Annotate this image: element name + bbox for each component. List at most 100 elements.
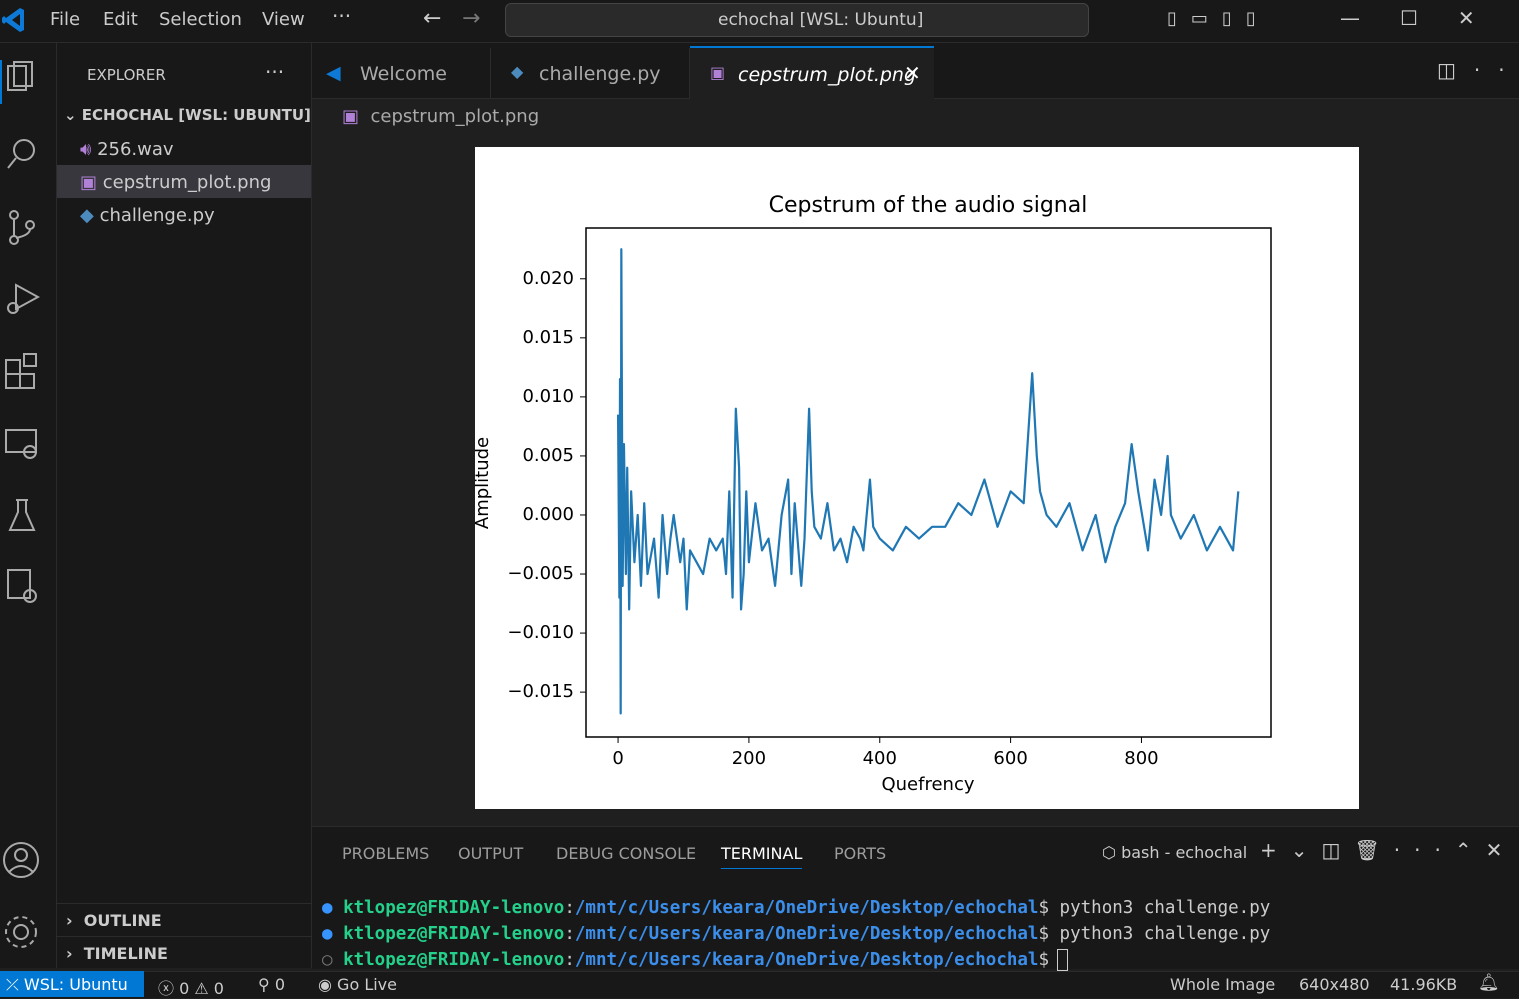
panel-tab[interactable]: DEBUG CONSOLE — [556, 844, 697, 863]
file-size: 41.96KB — [1390, 975, 1458, 994]
chart-title: Cepstrum of the audio signal — [769, 193, 1088, 218]
tab[interactable]: ◀ Welcome — [312, 48, 491, 98]
file-name: challenge.py — [99, 205, 215, 226]
chart: Cepstrum of the audio signal Quefrency A… — [475, 147, 1359, 809]
terminal-cmd: $ python3 challenge.py — [1038, 924, 1271, 944]
remote-label: ⤫ WSL: Ubuntu — [6, 975, 128, 994]
file-selected-bg — [57, 165, 311, 198]
y-tick-label: −0.005 — [507, 563, 574, 584]
menu-edit[interactable]: Edit — [103, 9, 138, 30]
warnings: 0 — [213, 979, 224, 998]
file-item[interactable]: ▣ cepstrum_plot.png — [80, 172, 272, 193]
terminal-user: ktlopez@FRIDAY-lenovo — [343, 950, 565, 970]
folder-name: ECHOCHAL [WSL: UBUNTU] — [81, 106, 311, 124]
nav-forward[interactable]: → — [462, 6, 481, 31]
menu-more[interactable]: ··· — [332, 4, 352, 28]
outline-label: OUTLINE — [83, 911, 162, 930]
terminal-line: ● ktlopez@FRIDAY-lenovo:/mnt/c/Users/kea… — [322, 921, 1270, 947]
panel-tab-active[interactable]: TERMINAL — [721, 844, 803, 869]
command-decoration[interactable]: ○ — [322, 950, 344, 970]
terminal-name: bash - echochal — [1121, 843, 1248, 862]
file-name: cepstrum_plot.png — [102, 172, 272, 193]
layout-controls[interactable]: ▯▭▯▯ — [1167, 8, 1270, 29]
terminal-selector[interactable]: ⬡ bash - echochal — [1102, 843, 1248, 862]
problems-status[interactable]: ⓧ 0 ⚠ 0 — [158, 979, 224, 998]
y-tick-label: 0.020 — [522, 268, 574, 289]
command-center[interactable] — [505, 3, 1089, 37]
menu-selection[interactable]: Selection — [159, 9, 242, 30]
y-tick-label: 0.015 — [522, 327, 574, 348]
account-settings-icons[interactable] — [2, 840, 42, 950]
command-decoration[interactable]: ● — [322, 924, 344, 944]
panel-tab[interactable]: OUTPUT — [458, 844, 524, 863]
terminal-user: ktlopez@FRIDAY-lenovo — [343, 898, 565, 918]
command-decoration[interactable]: ● — [322, 898, 344, 918]
plot-frame — [585, 227, 1272, 738]
panel — [312, 826, 1519, 969]
panel-actions[interactable]: +⌄◫🗑···⌃✕ — [1260, 838, 1517, 862]
y-tick-label: 0.005 — [522, 445, 574, 466]
activity-bar — [0, 43, 57, 968]
y-tick-label: −0.015 — [507, 681, 574, 702]
divider — [57, 903, 311, 904]
x-tick-label: 200 — [732, 748, 766, 769]
sidebar-title: EXPLORER — [87, 66, 166, 84]
tab[interactable]: ◆ challenge.py — [491, 48, 690, 98]
panel-tab[interactable]: PORTS — [834, 844, 887, 863]
terminal-cmd: $ — [1038, 950, 1050, 970]
outline-header[interactable]: › OUTLINE — [66, 911, 162, 930]
terminal-path: /mnt/c/Users/keara/OneDrive/Desktop/echo… — [574, 898, 1039, 918]
breadcrumb-label: cepstrum_plot.png — [370, 106, 540, 127]
menu-view[interactable]: View — [262, 9, 305, 30]
terminal-sep: : — [564, 950, 575, 970]
go-live-text: Go Live — [337, 975, 397, 994]
terminal-cmd: $ python3 challenge.py — [1038, 898, 1271, 918]
terminal: ● ktlopez@FRIDAY-lenovo:/mnt/c/Users/kea… — [322, 895, 1270, 973]
tab-active[interactable]: ▣ cepstrum_plot.png ✕ — [690, 46, 934, 101]
image-size: 640x480 — [1299, 975, 1370, 994]
file-item[interactable]: ◆ challenge.py — [80, 205, 215, 226]
menu-file[interactable]: File — [50, 9, 81, 30]
cursor — [1057, 949, 1069, 971]
terminal-path: /mnt/c/Users/keara/OneDrive/Desktop/echo… — [574, 924, 1039, 944]
remote-indicator[interactable] — [0, 971, 144, 997]
x-tick-label: 400 — [863, 748, 897, 769]
data-line — [616, 248, 1240, 715]
sidebar-more[interactable]: ··· — [265, 60, 285, 84]
file-item[interactable]: 🔊︎ 256.wav — [80, 139, 174, 160]
command-center-text: echochal [WSL: Ubuntu] — [718, 10, 924, 30]
tab-label: challenge.py — [539, 63, 661, 85]
y-tick-label: 0.010 — [522, 386, 574, 407]
y-tick-label: −0.010 — [507, 622, 574, 643]
x-tick-label: 800 — [1124, 748, 1158, 769]
breadcrumb[interactable]: ▣ cepstrum_plot.png — [342, 106, 540, 127]
nav-back[interactable]: ← — [423, 6, 442, 31]
tab-label: Welcome — [360, 63, 447, 85]
active-indicator — [0, 60, 2, 104]
errors: 0 — [179, 979, 190, 998]
status-bar — [0, 971, 1519, 998]
terminal-line: ● ktlopez@FRIDAY-lenovo:/mnt/c/Users/kea… — [322, 895, 1270, 921]
panel-tab[interactable]: PROBLEMS — [342, 844, 430, 863]
remote-text: WSL: Ubuntu — [23, 975, 128, 994]
file-name: 256.wav — [97, 139, 174, 160]
zoom-status[interactable]: Whole Image — [1170, 975, 1276, 994]
x-tick-label: 0 — [612, 748, 623, 769]
y-tick-label: 0.000 — [522, 504, 574, 525]
editor-actions[interactable]: ◫··· — [1437, 58, 1519, 82]
terminal-path: /mnt/c/Users/keara/OneDrive/Desktop/echo… — [574, 950, 1039, 970]
divider — [57, 936, 311, 937]
ports-status[interactable]: ⚲ 0 — [258, 975, 285, 994]
ports: 0 — [274, 975, 285, 994]
window-controls[interactable]: —☐✕ — [1340, 6, 1515, 30]
vscode-logo — [2, 8, 24, 32]
tab-label: cepstrum_plot.png — [738, 64, 917, 86]
y-axis-label: Amplitude — [475, 437, 493, 529]
notifications[interactable]: 🔔︎ — [1478, 973, 1500, 993]
activity-icons[interactable] — [4, 60, 40, 620]
folder-header[interactable]: ⌄ ECHOCHAL [WSL: UBUNTU] — [64, 106, 311, 124]
x-axis-label: Quefrency — [881, 774, 974, 795]
go-live[interactable]: ◉ Go Live — [318, 975, 397, 994]
timeline-header[interactable]: › TIMELINE — [66, 944, 168, 963]
